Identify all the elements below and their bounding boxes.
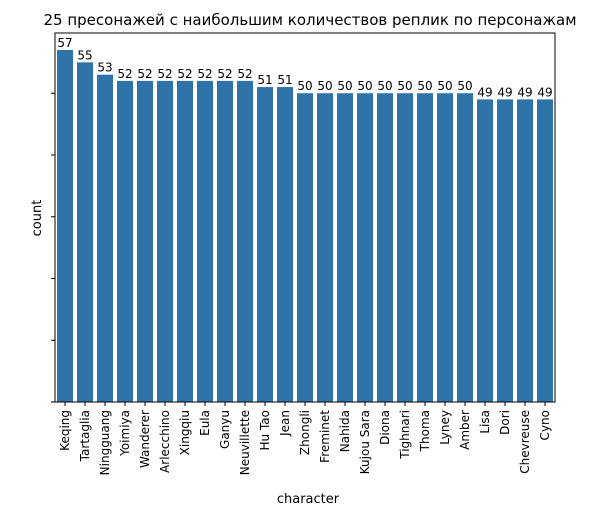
data-label: 52 <box>137 67 152 81</box>
bar-jean <box>277 87 293 403</box>
data-label: 50 <box>417 79 432 93</box>
data-label: 52 <box>117 67 132 81</box>
bar-cyno <box>537 99 553 403</box>
data-label: 53 <box>97 61 112 75</box>
x-tick-label: Freminet <box>318 410 332 463</box>
x-tick-label: Thoma <box>418 410 432 452</box>
x-tick-label: Xingqiu <box>178 410 192 455</box>
plot-frame <box>54 32 556 403</box>
bar-dori <box>497 99 513 403</box>
bar-eula <box>197 80 213 402</box>
bar-diona <box>377 93 393 402</box>
x-tick-label: Chevreuse <box>518 410 532 474</box>
data-label: 52 <box>197 67 212 81</box>
x-tick-label: Wanderer <box>138 410 152 468</box>
bar-thoma <box>417 93 433 402</box>
data-labels-layer: 57 55 53 52 52 52 52 52 52 52 51 51 50 50 50 50 50 50 50 50… <box>57 36 552 99</box>
data-label: 49 <box>517 85 532 99</box>
data-label: 50 <box>297 79 312 93</box>
data-label: 50 <box>397 79 412 93</box>
x-tick-label: Tartaglia <box>78 410 92 462</box>
x-tick-label: Hu Tao <box>258 410 272 450</box>
x-tick-label: Cyno <box>538 410 552 440</box>
bar-tighnari <box>397 93 413 402</box>
data-label: 51 <box>257 73 272 87</box>
x-tick-label: Tighnari <box>398 410 412 460</box>
bar-hu-tao <box>257 87 273 403</box>
x-tick-label: Arlecchino <box>158 410 172 473</box>
x-tick-label: Lisa <box>478 410 492 434</box>
data-label: 50 <box>457 79 472 93</box>
data-label: 52 <box>157 67 172 81</box>
bar-xingqiu <box>177 80 193 402</box>
bar-chevreuse <box>517 99 533 403</box>
data-label: 57 <box>57 36 72 50</box>
x-tick-label: Jean <box>278 410 292 437</box>
data-label: 52 <box>177 67 192 81</box>
data-label: 49 <box>537 85 552 99</box>
x-tick-label: Lyney <box>438 410 452 445</box>
data-label: 49 <box>497 85 512 99</box>
bar-zhongli <box>297 93 313 402</box>
x-tick-label: Eula <box>198 410 212 436</box>
bar-yoimiya <box>117 80 133 402</box>
data-label: 52 <box>217 67 232 81</box>
data-label: 51 <box>277 73 292 87</box>
bar-wanderer <box>137 80 153 402</box>
x-tick-label: Keqing <box>58 410 72 451</box>
data-label: 55 <box>77 48 92 62</box>
y-axis-label: count <box>30 200 45 237</box>
data-label: 49 <box>477 85 492 99</box>
bar-arlecchino <box>157 80 173 402</box>
x-tick-label: Diona <box>378 410 392 445</box>
data-label: 52 <box>237 67 252 81</box>
x-tick-label: Zhongli <box>298 410 312 455</box>
x-tick-label: Amber <box>458 410 472 450</box>
ticks-layer: Keqing Tartaglia Ningguang Yoimiya Wanderer A… <box>51 92 552 475</box>
x-tick-label: Nahida <box>338 410 352 452</box>
bar-freminet <box>317 93 333 402</box>
x-tick-label: Dori <box>498 410 512 435</box>
data-label: 50 <box>337 79 352 93</box>
x-tick-label: Yoimiya <box>118 410 132 457</box>
bar-lyney <box>437 93 453 402</box>
data-label: 50 <box>437 79 452 93</box>
bar-ningguang <box>97 74 113 402</box>
bar-nahida <box>337 93 353 402</box>
data-label: 50 <box>357 79 372 93</box>
bar-kujou-sara <box>357 93 373 402</box>
x-tick-label: Kujou Sara <box>358 410 372 474</box>
x-tick-label: Neuvillette <box>238 410 252 475</box>
x-tick-label: Ganyu <box>218 410 232 449</box>
x-tick-label: Ningguang <box>98 410 112 475</box>
bar-ganyu <box>217 80 233 402</box>
data-label: 50 <box>377 79 392 93</box>
bar-keqing <box>57 50 73 402</box>
chart-title: 25 пресонажей с наибольшим количествов р… <box>43 11 576 29</box>
bar-amber <box>457 93 473 402</box>
bar-lisa <box>477 99 493 403</box>
bars-layer <box>57 50 553 403</box>
bar-neuvillette <box>237 80 253 402</box>
bar-tartaglia <box>77 62 93 402</box>
data-label: 50 <box>317 79 332 93</box>
x-axis-label: character <box>277 492 340 507</box>
